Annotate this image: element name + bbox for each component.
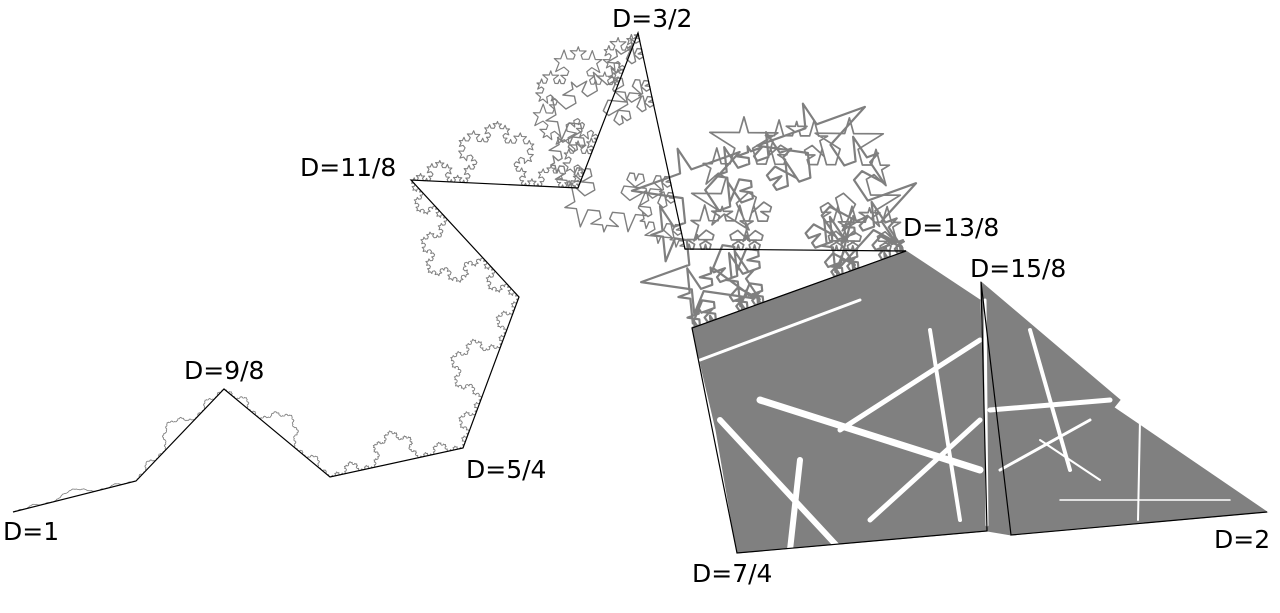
fractal-gap-1 [717, 417, 853, 563]
fractal-gap-8 [1028, 328, 1072, 472]
fractal-curve-d5-4 [329, 430, 464, 478]
fractal-gap-2 [756, 396, 984, 474]
fractal-curve-d3-2 [532, 32, 639, 189]
fractal-gap-9 [998, 418, 1092, 472]
label-d-1: D=1 [3, 517, 59, 546]
fractal-curve-d3-2b [545, 32, 686, 250]
fractal-curve-d9-8 [135, 388, 225, 482]
fractal-gap-6 [928, 328, 962, 522]
label-d-15-8: D=15/8 [970, 254, 1066, 283]
fractal-curves [12, 32, 1269, 563]
label-d-7-4: D=7/4 [692, 559, 772, 588]
fractal-gap-12 [1039, 439, 1101, 481]
fractal-gap-3 [837, 337, 983, 433]
label-d-2: D=2 [1214, 525, 1270, 554]
fractal-curve-d11-8 [410, 179, 520, 298]
label-d-9-8: D=9/8 [184, 356, 264, 385]
vertex-path [12, 30, 1268, 554]
fractal-gap-10 [1137, 419, 1141, 521]
fractal-gap-13 [983, 298, 989, 527]
fractal-gap-0 [698, 298, 862, 362]
label-d-11-8: D=11/8 [300, 153, 396, 182]
fractal-curve-d13-8b [630, 102, 918, 330]
label-d-5-4: D=5/4 [466, 455, 546, 484]
fractal-curve-d1 [12, 480, 137, 513]
fractal-gap-5 [787, 457, 803, 553]
fractal-curve-d9-8b [223, 388, 331, 478]
label-d-13-8: D=13/8 [903, 213, 999, 242]
label-d-3-2: D=3/2 [612, 4, 692, 33]
fractal-curve-d5-4b [450, 296, 520, 449]
fractal-gap-4 [867, 417, 983, 523]
fractal-curve-d11-8b [410, 120, 579, 189]
